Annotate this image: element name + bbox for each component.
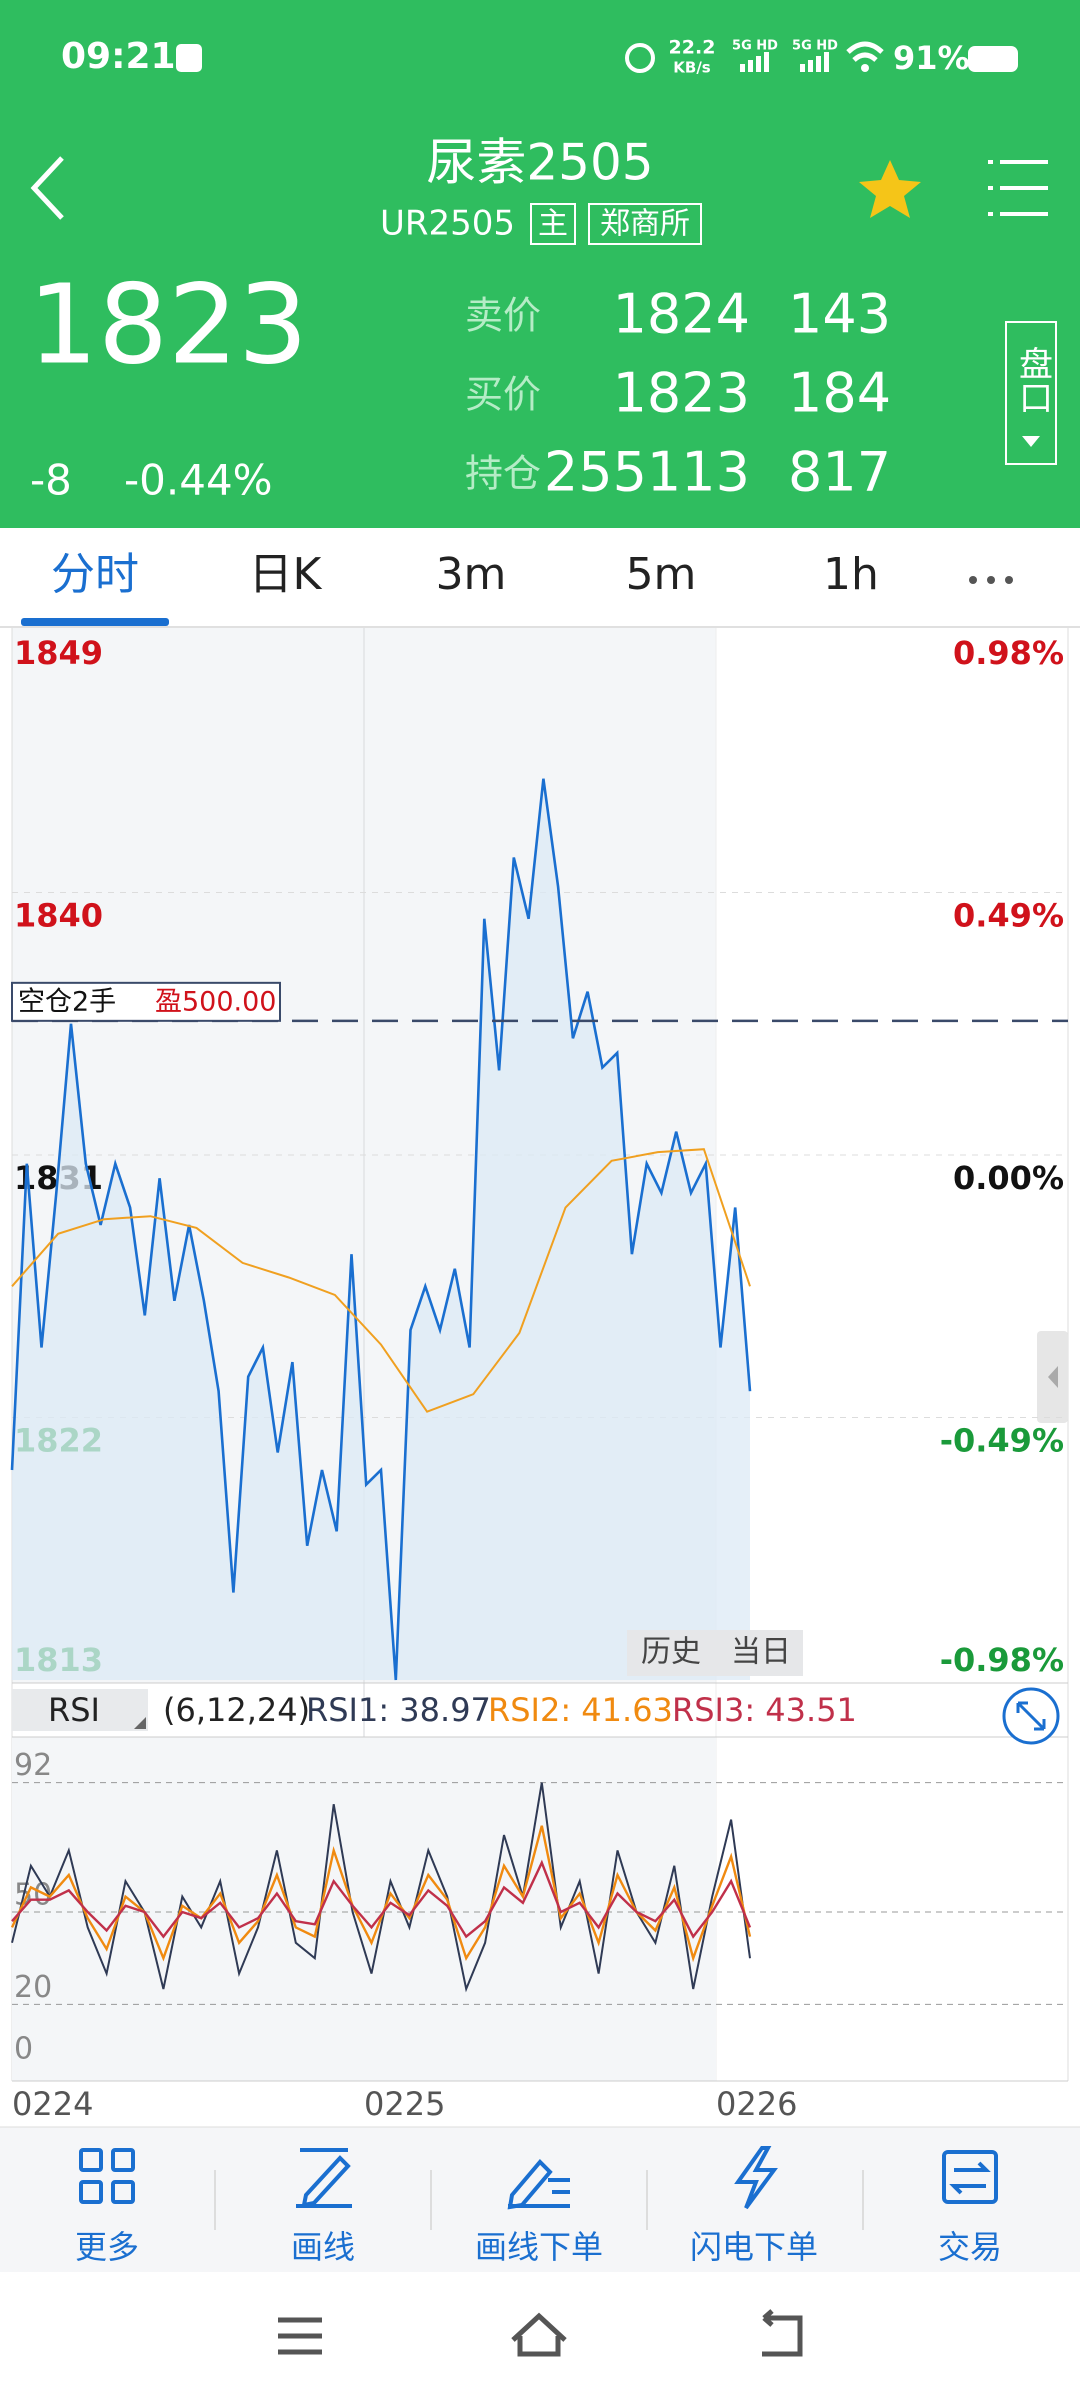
y-tick-label: 20 (14, 1970, 52, 2005)
signal-label: 5G HD (792, 39, 838, 54)
change: -8 (30, 456, 72, 505)
price-line (10, 778, 752, 1681)
quote-label: 持仓 (465, 452, 541, 496)
depth-button[interactable] (1005, 321, 1057, 465)
y-pct-label: 0.49% (953, 897, 1064, 935)
toggle[interactable]: 当日 (731, 1635, 791, 1670)
y-tick-label: 1849 (14, 634, 103, 672)
rsi-line (10, 1825, 752, 1963)
header-bg (0, 0, 1080, 528)
wifi-dot (861, 64, 869, 72)
nav-home[interactable] (511, 2312, 567, 2357)
signal-bars (740, 52, 829, 72)
tag-box (530, 203, 576, 245)
favorite-star[interactable] (859, 160, 921, 218)
y-tick-label: 0 (14, 2032, 33, 2067)
tab[interactable]: 3m (436, 549, 507, 600)
alarm-icon (625, 43, 655, 73)
indicator-select[interactable] (12, 1689, 148, 1731)
depth-label: 盘口 (1013, 346, 1053, 414)
tag: 郑商所 (600, 207, 690, 242)
battery-text: 91% (893, 39, 970, 77)
legend-entry: RSI2: 41.63 (488, 1691, 673, 1729)
toolbar-button[interactable]: 更多 (75, 2228, 139, 2266)
status-speed: 22.2 (669, 37, 716, 59)
toggle-bg (627, 1630, 803, 1676)
last-price: 1823 (28, 260, 308, 388)
legend-entry: RSI1: 38.97 (306, 1691, 491, 1729)
price-area (12, 778, 750, 1680)
y-tick-label: 1840 (14, 897, 103, 935)
quote-price: 1823 (613, 362, 750, 425)
toolbar-bg (0, 2127, 1080, 2272)
nav-bar (278, 2309, 803, 2357)
indicator-params: (6,12,24) (163, 1691, 310, 1729)
x-tick-label: 0225 (364, 2085, 445, 2123)
toolbar-dividers (214, 2170, 864, 2230)
history-bg (12, 1737, 716, 2081)
toolbar-button[interactable]: 交易 (938, 2228, 1002, 2266)
more-tabs[interactable] (969, 576, 1013, 584)
status-time: 09:21 (61, 36, 176, 77)
quote-volume: 184 (788, 362, 891, 425)
toolbar-icons (79, 2146, 998, 2210)
legend-entry: RSI3: 43.51 (672, 1691, 857, 1729)
tabs: 分时 日K 3m 5m 1h (21, 549, 879, 626)
y-pct-label: 0.00% (953, 1159, 1064, 1197)
position-label: 空仓2手 (18, 986, 116, 1017)
status-speed-unit: KB/s (673, 59, 711, 77)
toolbar-button[interactable]: 闪电下单 (690, 2228, 818, 2266)
rsi-line (11, 1859, 752, 1939)
y-tick-label: 92 (14, 1748, 52, 1783)
quote-label: 买价 (465, 373, 541, 417)
y-pct-label: -0.49% (940, 1422, 1064, 1460)
tag-box (588, 203, 702, 245)
menu-button[interactable] (988, 160, 1048, 216)
toolbar-button[interactable]: 画线 (291, 2228, 355, 2266)
nav-back[interactable] (762, 2309, 803, 2357)
rsi-line (11, 1782, 751, 1993)
nav-menu[interactable] (278, 2317, 322, 2355)
toolbar-button[interactable]: 画线下单 (475, 2228, 603, 2266)
y-pct-label: 0.98% (953, 634, 1064, 672)
tab[interactable]: 5m (626, 549, 697, 600)
toggle[interactable]: 历史 (641, 1635, 701, 1670)
wifi-icon (846, 41, 884, 62)
expand-icon (1016, 1701, 1046, 1731)
select-arrow (134, 1717, 146, 1729)
tag: 主 (538, 207, 568, 242)
tab[interactable]: 分时 (51, 549, 139, 600)
quote-volume: 817 (788, 441, 891, 504)
position-box (11, 981, 281, 1022)
quote-label: 卖价 (465, 294, 541, 338)
x-tick-label: 0226 (716, 2085, 797, 2123)
y-pct-label: -0.98% (940, 1641, 1064, 1679)
battery-icon (968, 46, 1018, 72)
quote-volume: 143 (788, 283, 891, 346)
price-chart: 18490.98%18400.49%18310.00%1822-0.49%181… (10, 634, 1068, 2123)
code: UR2505 (380, 204, 515, 244)
tab[interactable]: 日K (249, 549, 323, 600)
change-pct: -0.44% (124, 456, 273, 505)
quote-price: 1824 (613, 283, 750, 346)
average-line (11, 1148, 751, 1413)
notif-icon (177, 56, 197, 66)
x-tick-label: 0224 (12, 2085, 93, 2123)
back-button[interactable] (30, 156, 64, 220)
signal-label: 5G HD (732, 39, 778, 54)
quotes: 卖价 1824 143 买价 1823 184 持仓 255113 817 (465, 283, 891, 504)
quote-price: 255113 (544, 441, 750, 504)
title: 尿素2505 (426, 134, 653, 192)
tab[interactable]: 1h (823, 549, 879, 600)
toolbar: 更多 画线 画线下单 闪电下单 交易 (75, 2228, 1002, 2266)
tab-indicator (21, 618, 169, 626)
side-arrow (1048, 1366, 1058, 1388)
depth-arrow (1022, 436, 1040, 447)
position-pnl: 盈500.00 (155, 986, 276, 1017)
indicator-name: RSI (48, 1691, 100, 1729)
